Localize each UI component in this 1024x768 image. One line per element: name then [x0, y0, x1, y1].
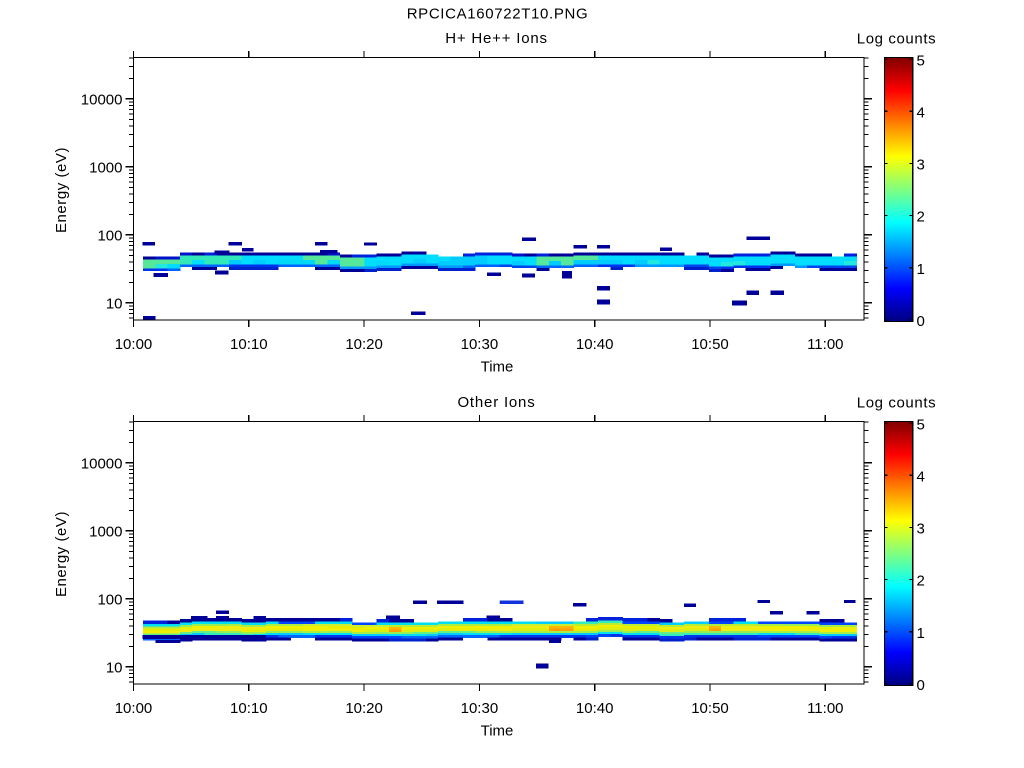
- svg-text:4: 4: [917, 468, 925, 485]
- svg-text:100: 100: [97, 592, 122, 609]
- svg-text:10: 10: [106, 296, 123, 313]
- svg-text:5: 5: [917, 52, 925, 69]
- svg-text:2: 2: [917, 209, 925, 226]
- svg-text:10: 10: [106, 660, 123, 677]
- svg-text:1: 1: [917, 625, 925, 642]
- svg-text:10:50: 10:50: [691, 700, 729, 717]
- svg-text:10:00: 10:00: [115, 336, 153, 353]
- svg-text:3: 3: [917, 521, 925, 538]
- svg-text:Other Ions: Other Ions: [457, 394, 535, 411]
- svg-text:Log counts: Log counts: [857, 31, 936, 48]
- svg-text:10:10: 10:10: [230, 336, 268, 353]
- svg-text:0: 0: [917, 677, 925, 694]
- svg-text:Time: Time: [481, 359, 514, 376]
- svg-text:100: 100: [97, 228, 122, 245]
- svg-text:5: 5: [917, 416, 925, 433]
- svg-text:10:50: 10:50: [691, 336, 729, 353]
- svg-text:0: 0: [917, 313, 925, 330]
- svg-text:1000: 1000: [89, 524, 122, 541]
- svg-text:10:30: 10:30: [461, 700, 499, 717]
- svg-text:10:40: 10:40: [576, 700, 614, 717]
- svg-text:3: 3: [917, 157, 925, 174]
- svg-text:2: 2: [917, 573, 925, 590]
- svg-text:11:00: 11:00: [807, 700, 843, 717]
- svg-text:Log counts: Log counts: [857, 395, 936, 412]
- svg-text:10:20: 10:20: [345, 336, 383, 353]
- svg-text:10000: 10000: [81, 456, 123, 473]
- svg-text:Energy (eV): Energy (eV): [53, 511, 70, 597]
- svg-text:11:00: 11:00: [807, 336, 843, 353]
- svg-text:10:40: 10:40: [576, 336, 614, 353]
- svg-text:10:20: 10:20: [345, 700, 383, 717]
- svg-text:10:00: 10:00: [115, 700, 153, 717]
- svg-text:H+ He++ Ions: H+ He++ Ions: [445, 30, 548, 47]
- svg-text:10000: 10000: [81, 92, 123, 109]
- svg-text:10:10: 10:10: [230, 700, 268, 717]
- svg-text:1: 1: [917, 261, 925, 278]
- svg-text:RPCICA160722T10.PNG: RPCICA160722T10.PNG: [407, 5, 589, 22]
- svg-text:Time: Time: [481, 723, 514, 740]
- svg-text:4: 4: [917, 104, 925, 121]
- svg-text:1000: 1000: [89, 160, 122, 177]
- svg-text:10:30: 10:30: [461, 336, 499, 353]
- svg-text:Energy (eV): Energy (eV): [53, 147, 70, 233]
